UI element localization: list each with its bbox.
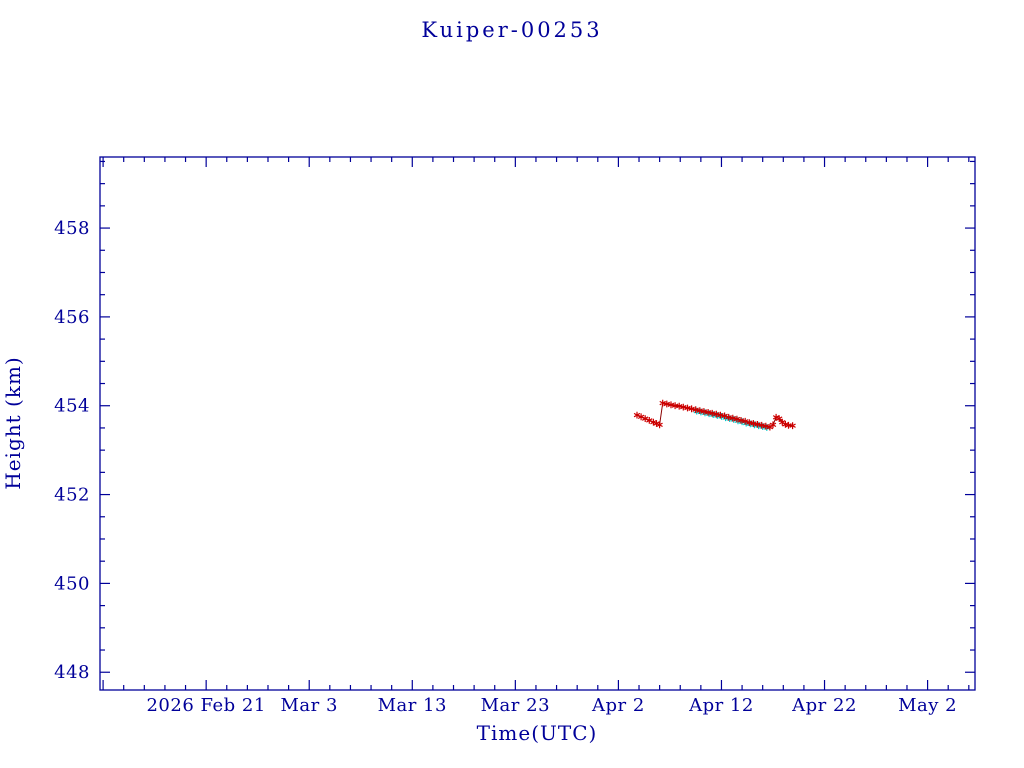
chart-title: Kuiper-00253: [421, 18, 602, 42]
x-ticks: [102, 157, 970, 690]
x-tick-labels: 2026 Feb 21 Mar 3 Mar 13 Mar 23 Apr 2 Apr 12 A…: [146, 695, 957, 716]
x-axis-label: Time(UTC): [477, 721, 598, 745]
y-tick-label: 448: [54, 662, 90, 683]
y-ticks: [100, 160, 975, 673]
x-tick-label: Mar 13: [378, 695, 447, 716]
plot-area: 2026 Feb 21 Mar 3 Mar 13 Mar 23 Apr 2 Apr 12 A…: [54, 156, 976, 716]
y-axis-label: Height (km): [1, 356, 25, 489]
red-series: [633, 399, 796, 431]
x-tick-label: 2026 Feb 21: [146, 695, 265, 716]
x-tick-label: May 2: [898, 695, 957, 716]
x-tick-label: Mar 3: [280, 695, 337, 716]
y-tick-labels: 448 450 452 454 456 458: [54, 218, 90, 683]
y-tick-label: 450: [54, 573, 90, 594]
x-tick-label: Mar 23: [481, 695, 550, 716]
red-series-markers: [633, 399, 796, 431]
y-tick-label: 452: [54, 485, 90, 506]
plot-frame: [99, 156, 976, 691]
x-tick-label: Apr 2: [591, 695, 645, 716]
y-tick-label: 454: [54, 396, 90, 417]
x-tick-label: Apr 22: [791, 695, 857, 716]
x-tick-label: Apr 12: [688, 695, 754, 716]
y-tick-label: 458: [54, 218, 90, 239]
y-tick-label: 456: [54, 307, 90, 328]
